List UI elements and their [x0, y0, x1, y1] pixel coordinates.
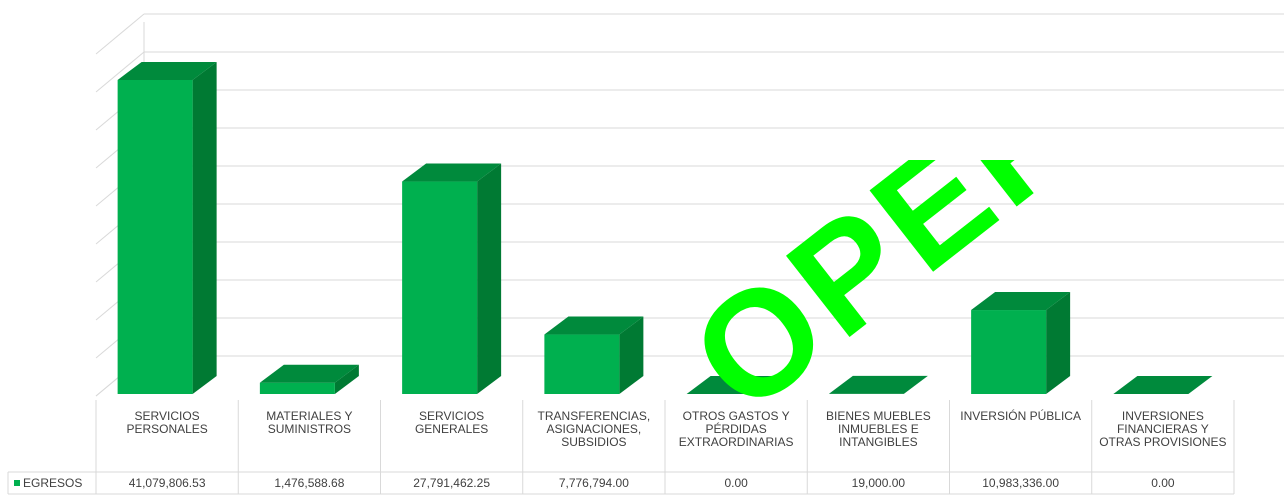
data-table-cell: 27,791,462.25: [413, 476, 490, 490]
data-table-cell: 41,079,806.53: [128, 476, 206, 490]
category-label: OTROS GASTOS Y PÉRDIDAS EXTRAORDINARIAS: [678, 409, 794, 449]
data-table-cell: 7,776,794.00: [558, 476, 629, 490]
category-label: BIENES MUEBLES INMUEBLES E INTANGIBLES: [826, 409, 931, 449]
bar-top: [1113, 376, 1213, 394]
data-table-cell: 0.00: [724, 476, 748, 490]
bar-side: [619, 316, 644, 394]
category-label: INVERSIONES FINANCIERAS Y OTRAS PROVISIO…: [1099, 409, 1227, 449]
bar-top: [686, 376, 786, 394]
category-label: TRANSFERENCIAS, ASIGNACIONES, SUBSIDIOS: [537, 409, 651, 449]
bar-top: [971, 292, 1071, 311]
bar: [402, 181, 478, 394]
bar: [544, 334, 620, 394]
bar: [971, 310, 1047, 394]
bar-side: [334, 364, 359, 394]
bar-side: [477, 163, 502, 394]
data-table-cell: 10,983,336.00: [982, 476, 1059, 490]
legend-key-icon: [14, 480, 20, 487]
bar-top: [828, 375, 928, 394]
bar-side: [1046, 292, 1071, 394]
bar-top: [544, 316, 644, 335]
legend-series-name: EGRESOS: [23, 476, 83, 490]
category-label: INVERSIÓN PÚBLICA: [960, 409, 1081, 423]
gridline-side: [95, 51, 145, 93]
bar-top: [402, 163, 502, 182]
data-table-cell: 1,476,588.68: [274, 476, 345, 490]
gridline-side: [95, 13, 145, 55]
legend-entry: EGRESOS: [8, 472, 96, 494]
bar-side: [192, 61, 217, 394]
bar: [117, 79, 193, 394]
data-table-cell: 19,000.00: [851, 476, 906, 490]
category-label: SERVICIOS GENERALES: [414, 409, 489, 436]
category-label: MATERIALES Y SUMINISTROS: [266, 409, 353, 436]
bar: [259, 382, 335, 394]
bar-top: [259, 364, 359, 383]
category-label: SERVICIOS PERSONALES: [126, 409, 208, 436]
data-table-cell: 0.00: [1151, 476, 1175, 490]
bar-top: [117, 61, 217, 80]
